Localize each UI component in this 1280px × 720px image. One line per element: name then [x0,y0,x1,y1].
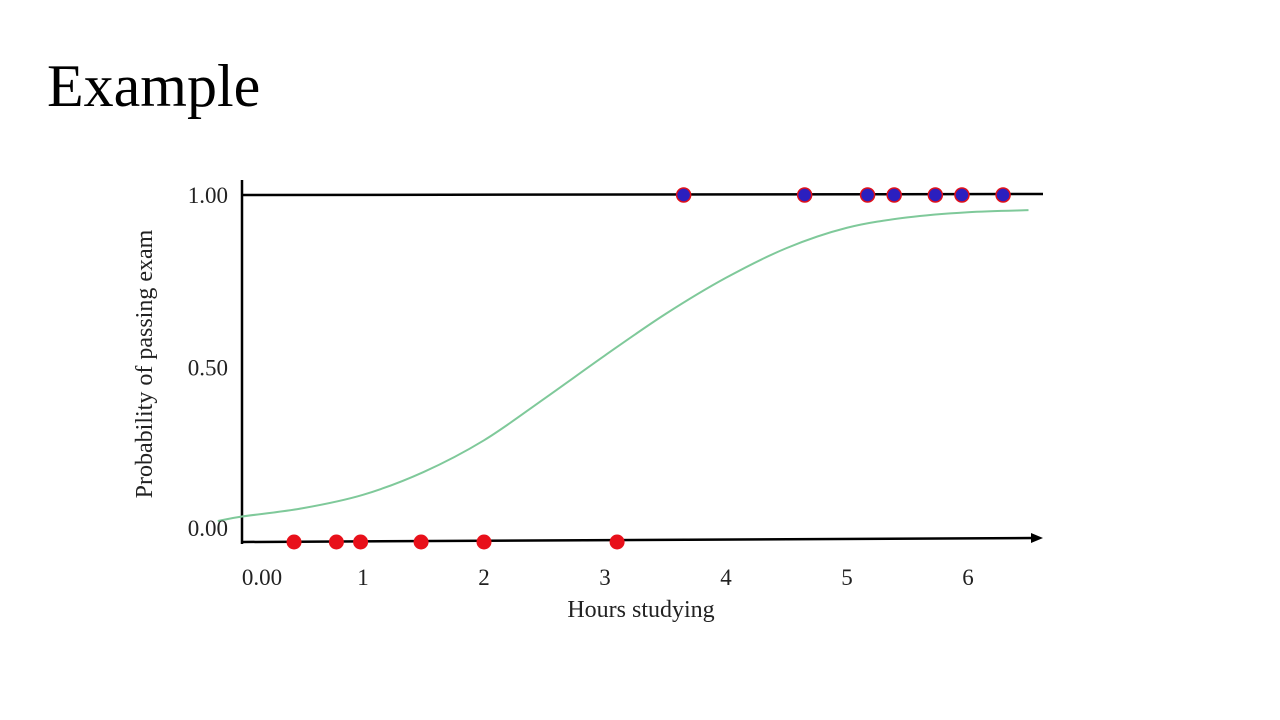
fail-data-point [476,534,492,550]
x-axis-title: Hours studying [567,597,714,623]
x-tick-label: 0.00 [242,565,282,590]
y-tick-label: 0.50 [188,356,228,381]
y-tick-label: 1.00 [188,183,228,208]
x-tick-label: 4 [720,565,732,590]
y-tick-label: 0.00 [188,516,228,541]
upper-reference-line [241,192,1044,197]
fail-data-point [609,534,625,550]
fail-data-point [328,534,344,550]
pass-data-point [859,187,876,203]
pass-data-point [675,187,692,203]
axes [240,180,1044,544]
curve-layer [217,209,1029,523]
x-tick-label: 6 [962,565,974,590]
x-tick-label: 2 [478,565,490,590]
fail-data-point [353,534,369,550]
points-layer [286,187,1011,550]
fail-data-point [413,534,429,550]
logistic-curve [217,209,1029,523]
fail-data-point [286,534,302,550]
y-axis-title: Probability of passing exam [132,229,158,498]
x-tick-label: 1 [357,565,369,590]
pass-data-point [995,187,1011,203]
labels-layer: 0.00 1 2 3 4 5 6 0.00 0.50 1.00 Hours studying Prob… [132,183,974,623]
x-tick-label: 3 [599,565,611,590]
slide-title: Example [47,53,261,119]
pass-data-point [886,187,902,203]
x-tick-label: 5 [841,565,853,590]
pass-data-point [796,187,813,203]
pass-data-point [954,187,970,203]
pass-data-point [927,187,944,203]
x-axis-arrowhead [1031,533,1043,543]
x-axis-line [241,536,1036,544]
